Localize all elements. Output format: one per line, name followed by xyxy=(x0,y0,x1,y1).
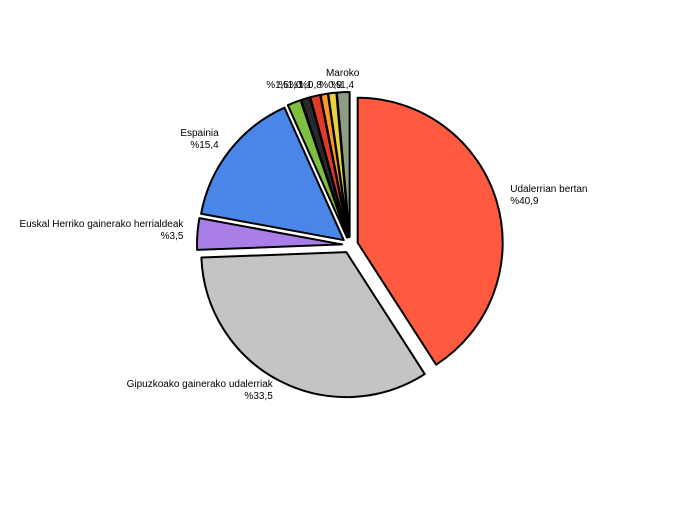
value-label: %15,4 xyxy=(190,140,219,151)
slice-label: Gipuzkoako gainerako udalerriak xyxy=(127,379,274,390)
value-label: %1,5 xyxy=(266,80,289,91)
pie-slice xyxy=(200,251,426,399)
pie-slice xyxy=(196,217,344,251)
value-label: %1,1 xyxy=(289,80,312,91)
value-label: %1,4 xyxy=(331,80,354,91)
slice-label: Euskal Herriko gainerako herrialdeak xyxy=(19,219,184,230)
pie-slice xyxy=(335,91,351,239)
slice-label: Udalerrian bertan xyxy=(510,184,587,195)
value-label: %33,5 xyxy=(244,391,273,402)
slice-label: Maroko xyxy=(326,68,360,79)
pie-slice xyxy=(356,96,504,366)
value-label: %40,9 xyxy=(510,196,539,207)
value-label: %0,8 xyxy=(299,80,322,91)
value-label: %3,5 xyxy=(161,231,184,242)
pie-slice xyxy=(200,106,345,242)
slice-label: Espainia xyxy=(180,128,219,139)
value-label: %0,9 xyxy=(319,80,342,91)
value-label: %1,0 xyxy=(279,80,302,91)
